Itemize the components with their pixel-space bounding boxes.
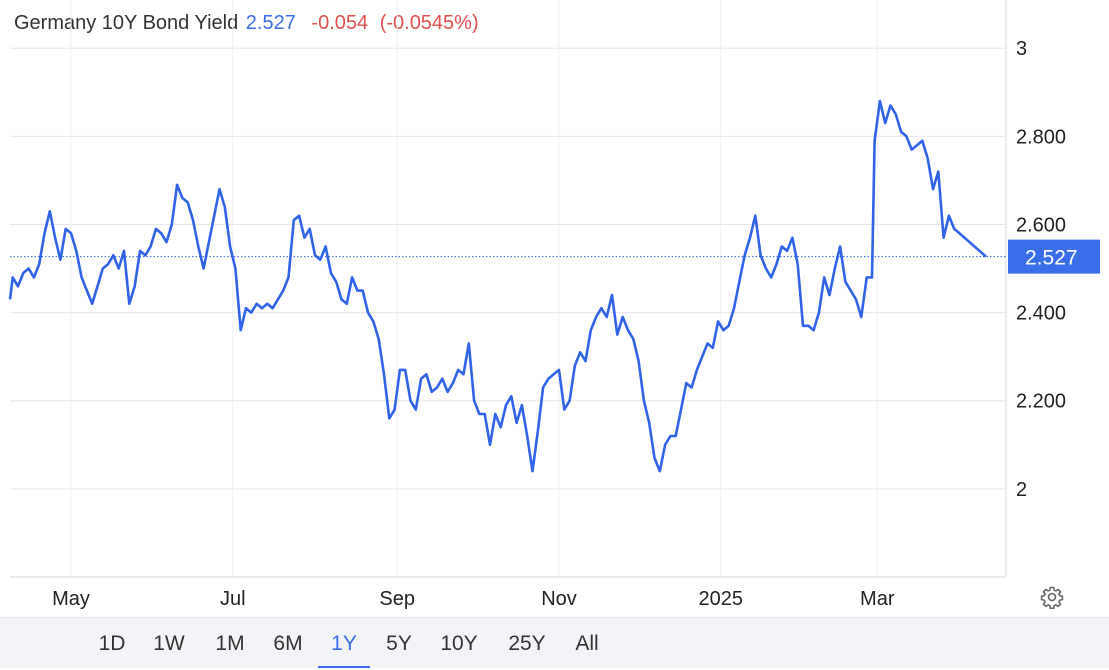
y-tick-label: 2 (1016, 479, 1027, 501)
x-tick-label: Sep (379, 588, 415, 610)
x-tick-label: Jul (220, 588, 246, 610)
range-button-1w[interactable]: 1W (153, 632, 185, 655)
y-tick-label: 3 (1016, 38, 1027, 60)
grid-lines (10, 0, 1006, 577)
y-tick-label: 2.600 (1016, 214, 1066, 236)
price-change-percent: (-0.0545%) (379, 12, 479, 34)
x-tick-label: 2025 (699, 588, 744, 610)
tick-labels: 3 2.800 2.600 2.400 2.200 2 May Jul Sep Nov 2025 Ma… (52, 38, 1100, 610)
range-button-25y[interactable]: 25Y (508, 632, 546, 655)
x-tick-label: Mar (860, 588, 895, 610)
x-tick-label: May (52, 588, 90, 610)
price-change: -0.054 (311, 12, 369, 34)
current-value-badge (1008, 239, 1100, 274)
range-button-6m[interactable]: 6M (273, 632, 303, 655)
range-button-10y[interactable]: 10Y (440, 632, 478, 655)
x-tick-label: Nov (541, 588, 577, 610)
range-button-1d[interactable]: 1D (98, 632, 126, 655)
range-button-all[interactable]: All (575, 632, 599, 655)
series-layer (8, 99, 1006, 473)
y-tick-label: 2.800 (1016, 126, 1066, 148)
chart-header: Germany 10Y Bond Yield 2.527 -0.054 (-0.… (14, 12, 479, 35)
y-tick-label: 2.200 (1016, 391, 1066, 413)
instrument-title: Germany 10Y Bond Yield (14, 12, 239, 34)
gear-icon[interactable] (1040, 585, 1064, 610)
yield-line-chart[interactable]: 3 2.800 2.600 2.400 2.200 2 May Jul Sep Nov 2025 Ma… (0, 0, 1109, 617)
current-value-label: 2.527 (1025, 247, 1078, 270)
range-button-5y[interactable]: 5Y (386, 632, 412, 655)
yield-series-line (8, 99, 987, 473)
range-button-1m[interactable]: 1M (215, 632, 245, 655)
axes (10, 0, 1007, 578)
range-button-1y[interactable]: 1Y (318, 618, 370, 668)
time-range-selector: 1D 1W 1M 6M 1Y 5Y 10Y 25Y All (0, 617, 1109, 668)
current-price: 2.527 (245, 12, 296, 34)
y-tick-label: 2.400 (1016, 303, 1066, 325)
